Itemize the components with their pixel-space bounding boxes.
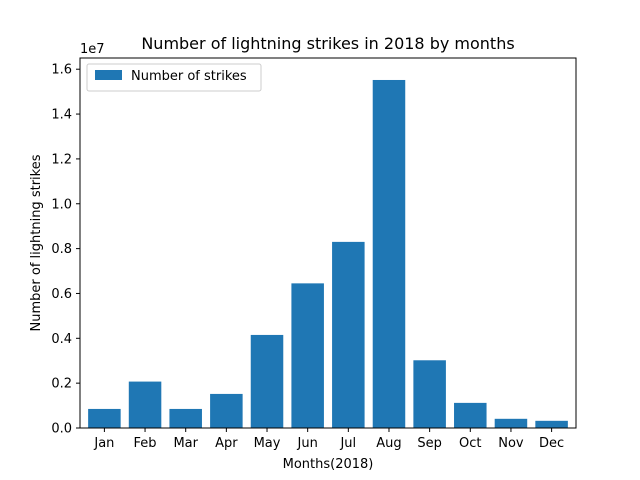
x-tick-label: Sep bbox=[417, 436, 442, 451]
y-tick-label: 1.0 bbox=[51, 197, 72, 212]
bar-jun bbox=[291, 283, 324, 428]
x-axis: Jan Feb Mar Apr May Jun Jul Aug Sep Oct Nov Dec bbox=[93, 428, 564, 451]
bars-group bbox=[88, 79, 568, 428]
x-tick-label: Jan bbox=[93, 436, 114, 451]
bar-nov bbox=[494, 418, 528, 428]
bar-mar bbox=[169, 408, 202, 428]
x-tick-label: Dec bbox=[539, 436, 564, 451]
y-tick-label: 0.4 bbox=[51, 332, 72, 347]
x-tick-label: Aug bbox=[376, 436, 401, 451]
x-tick-label: Nov bbox=[498, 436, 524, 451]
y-tick-label: 0.2 bbox=[51, 377, 72, 392]
y-tick-label: 1.6 bbox=[51, 63, 72, 78]
bar-jan bbox=[88, 408, 121, 428]
y-tick-label: 1.4 bbox=[51, 108, 72, 123]
legend-label: Number of strikes bbox=[131, 69, 247, 84]
y-axis: 0.0 0.2 0.4 0.6 0.8 1.0 1.2 1.4 1.6 bbox=[51, 63, 80, 437]
bar-feb bbox=[128, 381, 162, 428]
y-axis-label: Number of lightning strikes bbox=[29, 154, 44, 331]
x-tick-label: Feb bbox=[134, 436, 157, 451]
x-axis-label: Months(2018) bbox=[283, 457, 374, 472]
y-tick-label: 0.6 bbox=[51, 287, 72, 302]
y-axis-offset-label: 1e7 bbox=[80, 42, 105, 57]
bar-apr bbox=[210, 393, 243, 428]
bar-jul bbox=[332, 241, 365, 428]
chart-title: Number of lightning strikes in 2018 by m… bbox=[141, 34, 514, 53]
bar-aug bbox=[372, 79, 406, 428]
x-tick-label: Mar bbox=[173, 436, 198, 451]
plot-frame bbox=[79, 57, 577, 429]
legend: Number of strikes bbox=[86, 63, 262, 92]
y-tick-label: 1.2 bbox=[51, 152, 72, 167]
legend-swatch bbox=[95, 70, 122, 80]
bar-dec bbox=[535, 420, 568, 428]
bar-oct bbox=[454, 402, 487, 428]
bar-may bbox=[250, 334, 284, 428]
bar-sep bbox=[413, 360, 446, 428]
x-tick-label: Jun bbox=[297, 436, 318, 451]
x-tick-label: Jul bbox=[339, 436, 356, 451]
y-tick-label: 0.0 bbox=[51, 422, 72, 437]
x-tick-label: May bbox=[254, 436, 281, 451]
x-tick-label: Oct bbox=[459, 436, 481, 451]
legend-frame bbox=[86, 63, 262, 92]
y-tick-label: 0.8 bbox=[51, 242, 72, 257]
x-tick-label: Apr bbox=[215, 436, 238, 451]
